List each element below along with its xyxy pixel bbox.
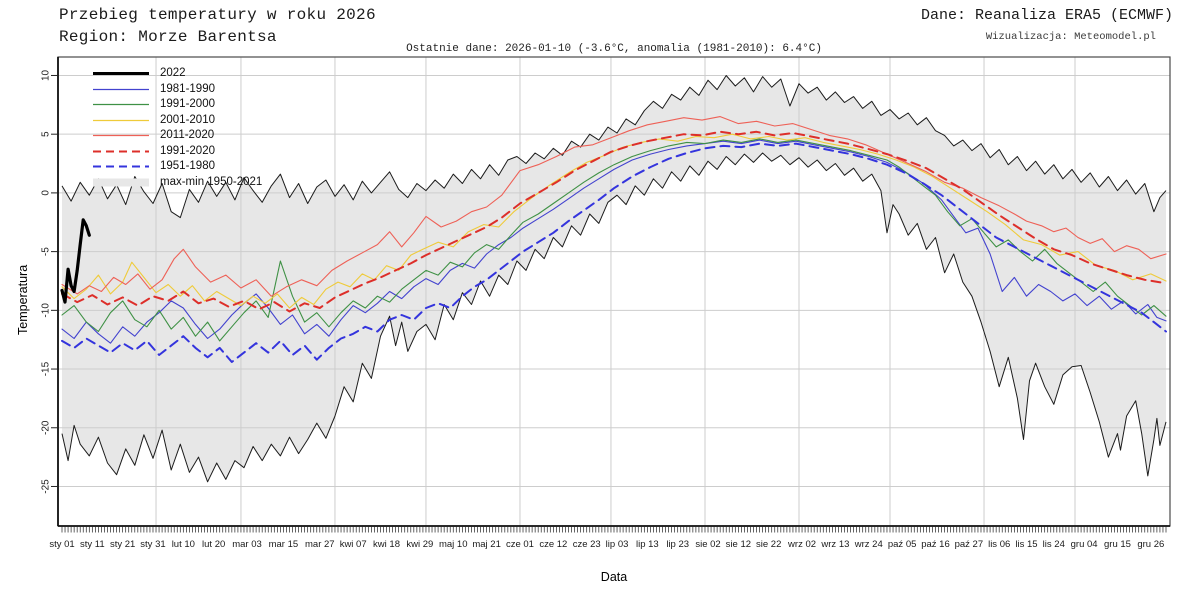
legend-swatch <box>93 165 149 168</box>
legend-label: 1951-1980 <box>160 160 215 172</box>
series-line-1951-1980 <box>61 142 1167 363</box>
x-tick-label: lip 13 <box>636 539 659 550</box>
x-tick-label: lip 03 <box>606 539 629 550</box>
band-max-line <box>61 75 1167 219</box>
series-line-2022 <box>60 218 91 304</box>
data-source-label: Dane: Reanaliza ERA5 (ECMWF) <box>920 7 1173 24</box>
legend-swatch <box>93 88 149 90</box>
legend-item-1991-2000: 1991-2000 <box>92 97 262 113</box>
x-tick-label: gru 04 <box>1071 539 1098 550</box>
x-tick-label: sie 22 <box>756 539 781 550</box>
legend-swatch <box>93 178 149 187</box>
legend-label: 2022 <box>160 67 186 79</box>
legend-swatch <box>93 72 149 76</box>
legend-item-1951-1980: 1951-1980 <box>92 159 262 175</box>
y-tick-label: -10 <box>41 303 52 318</box>
x-tick-label: maj 10 <box>439 539 468 550</box>
legend-swatch <box>93 104 149 106</box>
series-line-2001-2010 <box>61 133 1167 309</box>
x-tick-label: sty 01 <box>49 539 74 550</box>
x-tick-label: paź 27 <box>955 539 984 550</box>
y-tick-label: 5 <box>41 131 52 137</box>
legend-item-1991-2020: 1991-2020 <box>92 144 262 160</box>
x-tick-label: lis 24 <box>1043 539 1065 550</box>
legend-swatch <box>93 135 149 137</box>
x-axis-title: Data <box>600 570 628 584</box>
x-tick-label: wrz 13 <box>820 539 849 550</box>
x-tick-label: kwi 07 <box>340 539 367 550</box>
series-line-1991-2020 <box>61 130 1167 313</box>
series-line-1991-2000 <box>61 138 1167 342</box>
last-data-subtitle: Ostatnie dane: 2026-01-10 (-3.6°C, anoma… <box>406 43 822 55</box>
y-tick-label: 0 <box>41 190 52 196</box>
x-axis-day-ticks <box>61 526 1167 533</box>
x-tick-label: kwi 18 <box>373 539 400 550</box>
x-axis-tick-labels: sty 01 sty 11 sty 21 sty 31 lut 10 lut 20 mar … <box>49 539 1164 550</box>
x-tick-label: maj 21 <box>472 539 501 550</box>
x-tick-label: wrz 02 <box>787 539 816 550</box>
x-tick-label: cze 23 <box>573 539 601 550</box>
visualization-credit: Wizualizacja: Meteomodel.pl <box>985 31 1156 43</box>
legend-label: 2001-2010 <box>160 113 215 126</box>
x-tick-label: kwi 29 <box>406 539 433 550</box>
y-tick-label: -25 <box>41 479 52 494</box>
chart-legend: 2022 1981-1990 1991-2000 2001-2010 2011-2020… <box>92 66 262 190</box>
series-line-1981-1990 <box>61 139 1167 344</box>
x-tick-label: cze 01 <box>506 539 534 550</box>
x-tick-label: paź 05 <box>888 539 917 550</box>
legend-swatch <box>93 150 149 153</box>
x-tick-label: gru 15 <box>1104 539 1131 550</box>
x-tick-label: lis 15 <box>1015 539 1037 550</box>
x-tick-label: sie 02 <box>695 539 720 550</box>
legend-item-max-min 1950-2021: max-min 1950-2021 <box>92 175 262 191</box>
y-tick-label: -5 <box>41 247 52 256</box>
legend-label: 1991-2000 <box>160 98 215 110</box>
x-tick-label: sie 12 <box>726 539 751 550</box>
x-tick-label: wrz 24 <box>854 539 883 550</box>
legend-label: 1981-1990 <box>160 82 215 95</box>
x-tick-label: lut 20 <box>202 539 225 550</box>
legend-item-2001-2010: 2001-2010 <box>92 113 262 129</box>
page-region: Region: Morze Barentsa <box>59 28 277 46</box>
series-line-2011-2020 <box>61 116 1167 297</box>
band-min-line <box>61 152 1167 483</box>
x-tick-label: sty 31 <box>140 539 165 550</box>
gridlines <box>58 57 1170 526</box>
legend-label: 1991-2020 <box>160 144 215 157</box>
y-axis-ticks: 10 5 0 -5 -10 -15 -20 -25 <box>41 69 58 494</box>
legend-label: max-min 1950-2021 <box>160 175 263 188</box>
legend-label: 2011-2020 <box>160 129 215 141</box>
x-tick-label: sty 11 <box>80 539 105 550</box>
x-tick-label: mar 27 <box>305 539 335 550</box>
x-tick-label: mar 15 <box>269 539 299 550</box>
x-tick-label: lut 10 <box>172 539 195 550</box>
legend-item-1981-1990: 1981-1990 <box>92 82 262 98</box>
y-tick-label: 10 <box>41 69 52 81</box>
legend-item-2022: 2022 <box>92 66 262 82</box>
x-tick-label: gru 26 <box>1137 539 1164 550</box>
y-tick-label: -15 <box>41 361 52 376</box>
y-tick-label: -20 <box>41 420 52 435</box>
legend-item-2011-2020: 2011-2020 <box>92 128 262 144</box>
x-tick-label: lis 06 <box>988 539 1010 550</box>
page-title: Przebieg temperatury w roku 2026 <box>59 6 376 24</box>
x-tick-label: paź 16 <box>921 539 950 550</box>
x-tick-label: cze 12 <box>539 539 567 550</box>
x-tick-label: mar 03 <box>232 539 262 550</box>
x-tick-label: lip 23 <box>666 539 689 550</box>
x-tick-label: sty 21 <box>110 539 135 550</box>
legend-swatch <box>93 119 149 121</box>
